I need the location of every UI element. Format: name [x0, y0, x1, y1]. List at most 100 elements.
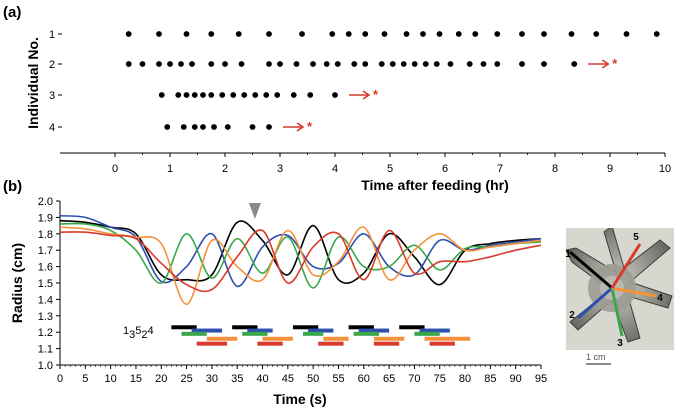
raster-plot: 0 1 2 3 4 5 6 7 8 9 10 1 2 3 4 * * * Time after feeding… [25, 29, 671, 193]
raster-dot-individual-2 [362, 61, 369, 67]
phase-bars-label-digit: 2 [141, 329, 147, 341]
radius-x-tick-label: 40 [256, 373, 268, 385]
raster-dot-individual-3 [191, 92, 198, 98]
leg-line-1 [569, 250, 613, 290]
phase-bar-leg-5 [424, 336, 471, 341]
raster-dot-individual-1 [436, 31, 443, 37]
radius-x-tick-label: 95 [535, 373, 547, 385]
raster-dot-individual-2 [139, 61, 146, 67]
raster-dot-individual-2 [222, 61, 228, 67]
raster-dot-individual-1 [235, 31, 242, 37]
radius-y-tick-label: 2.0 [38, 196, 53, 208]
phase-bar-leg-4 [257, 341, 283, 346]
radius-x-tick-label: 80 [459, 373, 471, 385]
end-arrow-head [362, 90, 371, 100]
phase-bar-leg-3 [414, 331, 440, 336]
phase-bar-leg-3 [181, 331, 207, 336]
raster-x-tick-label: 0 [112, 163, 118, 175]
phase-bar-leg-5 [323, 336, 349, 341]
phase-bar-leg-2 [247, 328, 273, 333]
radius-y-tick-label: 1.7 [38, 245, 53, 257]
radius-x-tick-label: 45 [282, 373, 294, 385]
end-marker-asterisk: * [307, 119, 313, 134]
raster-dot-individual-2 [411, 61, 418, 67]
raster-dot-individual-1 [420, 31, 426, 37]
phase-bar-leg-5 [262, 336, 293, 341]
raster-dot-individual-3 [332, 92, 338, 98]
radius-y-tick-label: 1.9 [38, 212, 53, 224]
radius-x-tick-label: 60 [358, 373, 370, 385]
raster-dot-individual-2 [571, 61, 578, 67]
raster-x-tick-label: 2 [222, 163, 228, 175]
raster-dot-individual-3 [175, 92, 182, 98]
raster-dot-individual-2 [156, 61, 162, 67]
raster-dot-individual-2 [334, 61, 341, 67]
leg-lines [569, 243, 657, 337]
raster-dot-individual-2 [400, 61, 407, 67]
raster-x-tick-label: 5 [387, 163, 393, 175]
radius-y-tick-label: 1.6 [38, 262, 53, 274]
leg-label-3: 3 [617, 338, 623, 349]
raster-dot-individual-3 [158, 92, 165, 98]
phase-bars-label: 13524 [123, 325, 154, 341]
sea-star-photo: 1 2 3 4 5 1 cm [565, 228, 674, 365]
radius-x-tick-label: 10 [105, 373, 117, 385]
phase-bars-label-digit: 4 [148, 325, 154, 337]
radius-series [59, 215, 542, 306]
raster-dot-individual-2 [167, 61, 173, 67]
raster-dot-individual-1 [125, 31, 132, 37]
radius-y-axis-label: Radius (cm) [9, 243, 25, 323]
raster-x-tick-label: 3 [277, 163, 283, 175]
leg-labels: 1 2 3 4 5 [565, 232, 663, 349]
phase-bar-leg-4 [373, 341, 400, 346]
panel-label-b: (b) [3, 178, 22, 195]
raster-dot-individual-1 [653, 31, 660, 37]
radius-line-leg-5 [59, 229, 542, 293]
phase-bars-label-digit: 3 [129, 329, 135, 341]
radius-x-tick-label: 70 [408, 373, 420, 385]
phase-bar-leg-1 [348, 325, 374, 330]
radius-x-tick-label: 20 [155, 373, 167, 385]
raster-dot-individual-4 [266, 124, 272, 130]
leg-line-4 [611, 286, 657, 298]
raster-dot-individual-2 [447, 61, 454, 67]
raster-dot-individual-2 [208, 61, 215, 67]
raster-dot-individual-1 [472, 31, 479, 37]
phase-bar-leg-2 [308, 328, 334, 333]
raster-dot-individual-3 [290, 92, 297, 98]
leg-label-2: 2 [569, 310, 575, 321]
raster-dot-individual-2 [310, 61, 316, 67]
raster-y-tick-label: 1 [49, 29, 55, 41]
radius-x-tick-label: 85 [484, 373, 496, 385]
raster-y-tick-label: 3 [49, 90, 55, 102]
raster-dot-individual-3 [263, 92, 270, 98]
phase-bar-leg-2 [419, 328, 450, 333]
raster-x-tick-label: 10 [659, 163, 671, 175]
raster-end-markers: * * * [283, 56, 618, 134]
radius-y-ticks: 1.0 1.1 1.2 1.3 1.4 1.5 1.6 1.7 1.8 1.9 2.0 [38, 196, 60, 372]
phase-bar-leg-4 [196, 341, 228, 346]
panel-label-a: (a) [3, 4, 21, 21]
end-arrow-head [601, 59, 610, 69]
raster-x-tick-label: 1 [167, 163, 173, 175]
raster-dot-individual-3 [200, 92, 206, 98]
phase-bar-leg-1 [232, 325, 258, 330]
phase-bars-label-digit: 5 [135, 325, 141, 337]
raster-x-tick-label: 9 [607, 163, 613, 175]
raster-x-axis-label: Time after feeding (hr) [361, 177, 509, 193]
raster-dot-individual-4 [180, 124, 187, 130]
raster-dot-individual-2 [466, 61, 473, 67]
time-marker-triangle [248, 203, 261, 219]
raster-dot-individual-3 [183, 92, 190, 98]
phase-bar-leg-5 [373, 336, 405, 341]
radius-x-tick-label: 65 [383, 373, 395, 385]
radius-y-tick-label: 1.4 [38, 294, 53, 306]
leg-label-4: 4 [657, 293, 663, 304]
phase-bars-label-digit: 1 [123, 325, 129, 337]
leg-label-1: 1 [565, 249, 571, 260]
scale-bar-label: 1 cm [586, 352, 606, 362]
end-marker-asterisk: * [373, 87, 379, 102]
raster-dot-individual-4 [200, 124, 206, 130]
raster-dot-individual-1 [519, 31, 525, 37]
raster-dot-individual-1 [568, 31, 575, 37]
